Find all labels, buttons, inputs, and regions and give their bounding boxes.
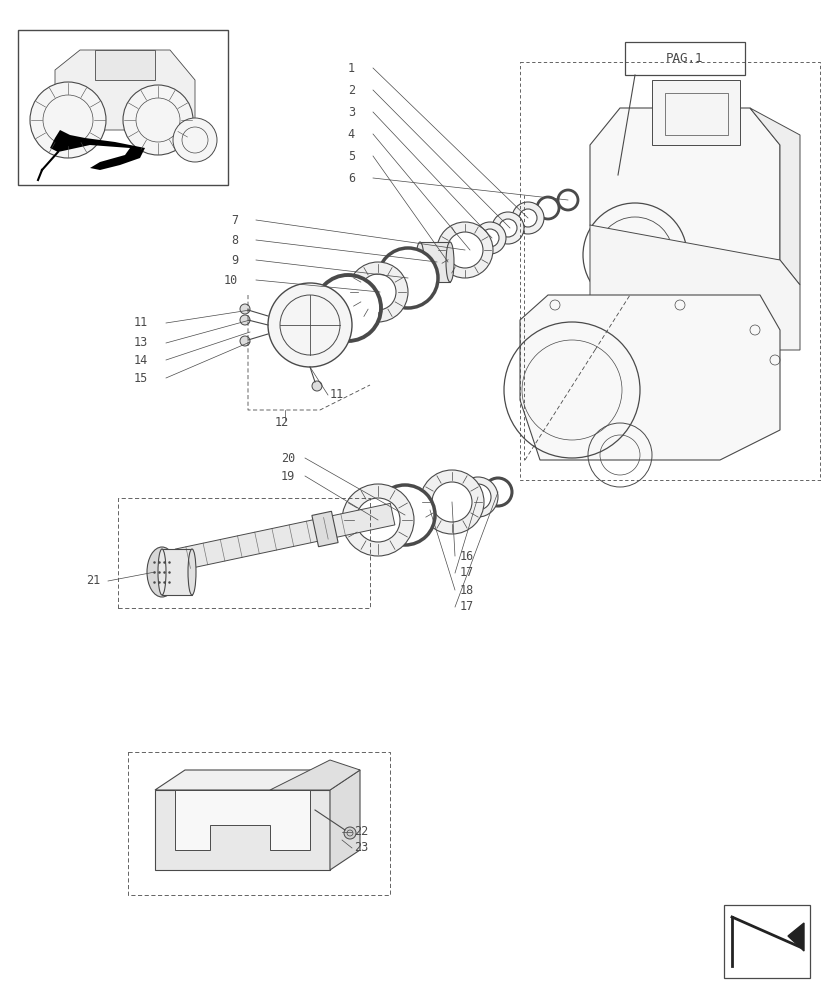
Text: 11: 11: [134, 316, 148, 330]
Bar: [723, 905, 809, 978]
Circle shape: [511, 202, 543, 234]
Circle shape: [343, 827, 356, 839]
Bar: [664, 93, 727, 135]
Text: 21: 21: [86, 574, 100, 587]
Ellipse shape: [147, 547, 177, 597]
Circle shape: [465, 484, 490, 510]
Bar: [18, 30, 227, 185]
Text: 22: 22: [354, 825, 368, 838]
Polygon shape: [50, 130, 145, 170]
Polygon shape: [519, 295, 779, 460]
Polygon shape: [590, 108, 779, 260]
Circle shape: [240, 336, 250, 346]
Circle shape: [447, 232, 482, 268]
Circle shape: [342, 484, 414, 556]
Text: 9: 9: [231, 253, 237, 266]
Polygon shape: [155, 790, 330, 870]
Bar: [651, 80, 739, 145]
Circle shape: [499, 219, 516, 237]
Bar: [419, 242, 449, 282]
Circle shape: [378, 248, 437, 308]
Circle shape: [240, 315, 250, 325]
Text: 7: 7: [231, 214, 237, 227]
Ellipse shape: [415, 242, 423, 282]
Text: 6: 6: [347, 172, 355, 185]
Circle shape: [491, 212, 523, 244]
Circle shape: [123, 85, 193, 155]
Circle shape: [557, 190, 577, 210]
Text: 16: 16: [460, 550, 474, 562]
Text: 23: 23: [354, 841, 368, 854]
Text: 17: 17: [460, 566, 474, 580]
Text: 18: 18: [460, 584, 474, 596]
Text: 15: 15: [134, 371, 148, 384]
Text: 5: 5: [347, 150, 355, 163]
Circle shape: [480, 229, 499, 247]
Circle shape: [356, 498, 399, 542]
Text: 20: 20: [280, 452, 294, 464]
Text: 8: 8: [231, 233, 237, 246]
Polygon shape: [55, 50, 195, 130]
Text: PAG.1: PAG.1: [666, 52, 703, 65]
Ellipse shape: [188, 549, 196, 595]
Bar: [624, 42, 744, 75]
Polygon shape: [95, 50, 155, 80]
Circle shape: [173, 118, 217, 162]
Circle shape: [432, 482, 471, 522]
Text: 14: 14: [134, 354, 148, 366]
Text: 2: 2: [347, 84, 355, 97]
Ellipse shape: [446, 242, 453, 282]
Text: 11: 11: [330, 388, 344, 401]
Circle shape: [360, 274, 395, 310]
Polygon shape: [174, 503, 394, 571]
Circle shape: [30, 82, 106, 158]
Polygon shape: [590, 225, 799, 350]
Circle shape: [537, 197, 558, 219]
Polygon shape: [155, 770, 360, 790]
Text: 4: 4: [347, 128, 355, 141]
Circle shape: [437, 222, 492, 278]
Text: 17: 17: [460, 600, 474, 613]
Text: 1: 1: [347, 62, 355, 75]
Circle shape: [314, 275, 380, 341]
Circle shape: [312, 381, 322, 391]
Polygon shape: [174, 790, 309, 850]
Polygon shape: [330, 770, 360, 870]
Circle shape: [375, 485, 434, 545]
Circle shape: [240, 304, 250, 314]
Ellipse shape: [158, 549, 165, 595]
Circle shape: [347, 262, 408, 322]
Text: 12: 12: [275, 416, 289, 428]
Polygon shape: [749, 108, 799, 285]
Circle shape: [484, 478, 511, 506]
Polygon shape: [312, 511, 337, 547]
Text: 13: 13: [134, 336, 148, 350]
Circle shape: [457, 477, 497, 517]
Text: 10: 10: [223, 273, 237, 286]
Polygon shape: [787, 923, 803, 951]
Circle shape: [419, 470, 484, 534]
Bar: [162, 549, 192, 595]
Polygon shape: [270, 760, 360, 790]
Circle shape: [519, 209, 537, 227]
Text: 3: 3: [347, 106, 355, 119]
Text: 19: 19: [280, 470, 294, 483]
Circle shape: [268, 283, 351, 367]
Circle shape: [473, 222, 505, 254]
